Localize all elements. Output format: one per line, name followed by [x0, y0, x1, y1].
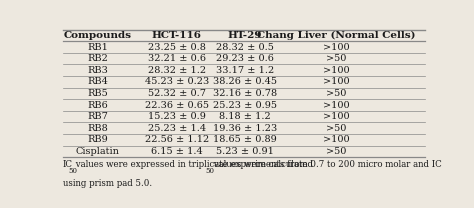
Text: HT-29: HT-29 — [228, 31, 262, 40]
Text: >100: >100 — [323, 100, 350, 109]
Text: 52.32 ± 0.7: 52.32 ± 0.7 — [148, 89, 206, 98]
Text: RB3: RB3 — [87, 66, 108, 75]
Text: RB1: RB1 — [87, 43, 108, 52]
Text: 23.25 ± 0.8: 23.25 ± 0.8 — [148, 43, 206, 52]
Text: 32.16 ± 0.78: 32.16 ± 0.78 — [213, 89, 277, 98]
Text: RB5: RB5 — [87, 89, 108, 98]
Text: 28.32 ± 0.5: 28.32 ± 0.5 — [216, 43, 273, 52]
Text: 33.17 ± 1.2: 33.17 ± 1.2 — [216, 66, 274, 75]
Text: IC: IC — [63, 160, 73, 169]
Text: >100: >100 — [323, 112, 350, 121]
Text: 32.21 ± 0.6: 32.21 ± 0.6 — [148, 54, 206, 63]
Text: RB7: RB7 — [87, 112, 108, 121]
Text: 19.36 ± 1.23: 19.36 ± 1.23 — [213, 124, 277, 133]
Text: RB2: RB2 — [87, 54, 108, 63]
Text: 6.15 ± 1.4: 6.15 ± 1.4 — [151, 147, 203, 156]
Text: 8.18 ± 1.2: 8.18 ± 1.2 — [219, 112, 271, 121]
Text: 18.65 ± 0.89: 18.65 ± 0.89 — [213, 135, 277, 144]
Text: RB4: RB4 — [87, 77, 108, 86]
Text: RB9: RB9 — [87, 135, 108, 144]
Text: using prism pad 5.0.: using prism pad 5.0. — [63, 179, 152, 188]
Text: >50: >50 — [327, 54, 347, 63]
Text: HCT-116: HCT-116 — [152, 31, 202, 40]
Text: RB6: RB6 — [87, 100, 108, 109]
Text: >50: >50 — [327, 147, 347, 156]
Text: >100: >100 — [323, 43, 350, 52]
Text: 22.56 ± 1.12: 22.56 ± 1.12 — [145, 135, 209, 144]
Text: >50: >50 — [327, 89, 347, 98]
Text: Cisplatin: Cisplatin — [76, 147, 120, 156]
Text: RB8: RB8 — [87, 124, 108, 133]
Text: Chang Liver (Normal Cells): Chang Liver (Normal Cells) — [257, 31, 416, 40]
Text: >100: >100 — [323, 135, 350, 144]
Text: 28.32 ± 1.2: 28.32 ± 1.2 — [148, 66, 206, 75]
Text: 50: 50 — [69, 167, 78, 175]
Text: 25.23 ± 1.4: 25.23 ± 1.4 — [148, 124, 206, 133]
Text: values were calculated: values were calculated — [210, 160, 313, 169]
Text: 38.26 ± 0.45: 38.26 ± 0.45 — [213, 77, 277, 86]
Text: 29.23 ± 0.6: 29.23 ± 0.6 — [216, 54, 273, 63]
Text: 25.23 ± 0.95: 25.23 ± 0.95 — [213, 100, 277, 109]
Text: 45.23 ± 0.23: 45.23 ± 0.23 — [145, 77, 209, 86]
Text: >100: >100 — [323, 66, 350, 75]
Text: values were expressed in triplicate experiments from 0.7 to 200 micro molar and : values were expressed in triplicate expe… — [73, 160, 442, 169]
Text: 50: 50 — [206, 167, 215, 175]
Text: >50: >50 — [327, 124, 347, 133]
Text: Compounds: Compounds — [64, 31, 132, 40]
Text: 22.36 ± 0.65: 22.36 ± 0.65 — [145, 100, 209, 109]
Text: 5.23 ± 0.91: 5.23 ± 0.91 — [216, 147, 273, 156]
Text: >100: >100 — [323, 77, 350, 86]
Text: 15.23 ± 0.9: 15.23 ± 0.9 — [148, 112, 206, 121]
